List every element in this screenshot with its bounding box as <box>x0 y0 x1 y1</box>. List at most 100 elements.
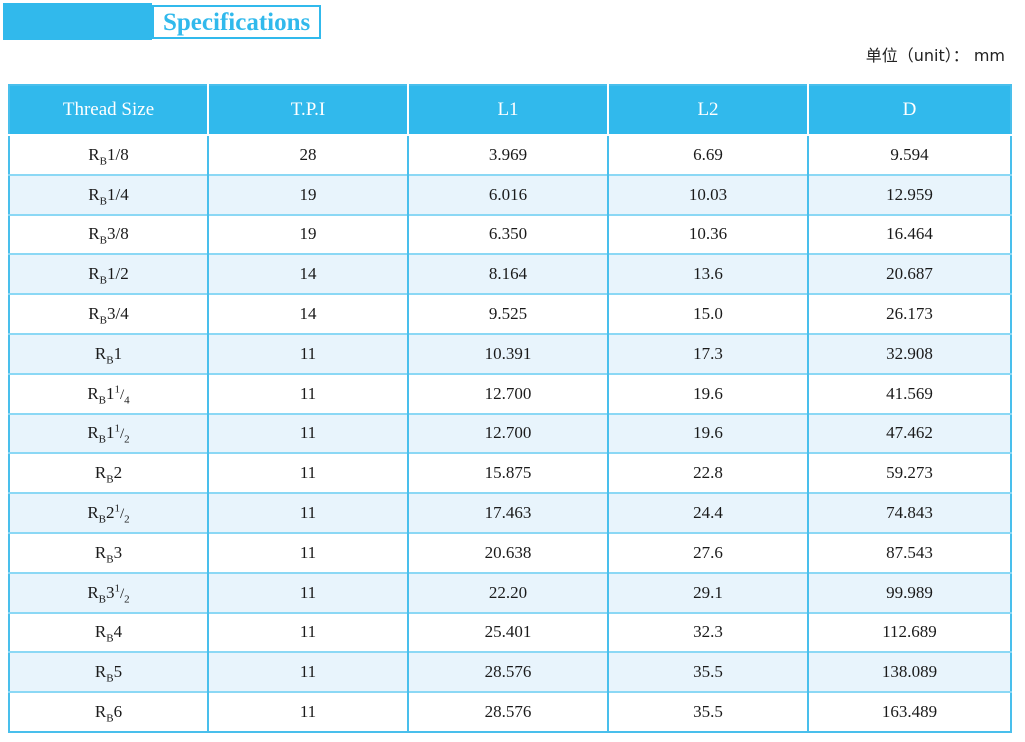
l2-cell: 27.6 <box>607 531 808 573</box>
table-row: RB1 11 10.391 17.3 32.908 <box>9 332 1011 374</box>
thread-size-cell: RB2 <box>9 452 208 494</box>
tpi-cell: 11 <box>207 531 408 573</box>
specifications-table: Thread Size T.P.I L1 L2 D RB1/8 28 3.969 6.… <box>8 84 1012 733</box>
tpi-cell: 11 <box>207 332 408 374</box>
d-cell: 16.464 <box>807 213 1011 255</box>
table-row: RB5 11 28.576 35.5 138.089 <box>9 651 1011 693</box>
column-header-d: D <box>807 85 1011 136</box>
thread-size-cell: RB11/4 <box>9 372 208 414</box>
l2-cell: 35.5 <box>607 651 808 693</box>
l1-cell: 12.700 <box>407 372 608 414</box>
tpi-cell: 14 <box>207 253 408 295</box>
table-row: RB1/4 19 6.016 10.03 12.959 <box>9 173 1011 215</box>
l2-cell: 32.3 <box>607 611 808 653</box>
l2-cell: 29.1 <box>607 571 808 613</box>
column-header-l1: L1 <box>407 85 608 136</box>
thread-size-cell: RB3/4 <box>9 293 208 334</box>
tpi-cell: 11 <box>207 691 408 732</box>
thread-size-cell: RB31/2 <box>9 571 208 613</box>
table-row: RB1/2 14 8.164 13.6 20.687 <box>9 253 1011 295</box>
d-cell: 138.089 <box>807 651 1011 693</box>
tpi-cell: 11 <box>207 571 408 613</box>
d-cell: 41.569 <box>807 372 1011 414</box>
thread-size-cell: RB1/2 <box>9 253 208 295</box>
d-cell: 74.843 <box>807 492 1011 533</box>
table-row: RB11/2 11 12.700 19.6 47.462 <box>9 412 1011 454</box>
table-row: RB1/8 28 3.969 6.69 9.594 <box>9 135 1011 175</box>
thread-size-cell: RB11/2 <box>9 412 208 454</box>
d-cell: 32.908 <box>807 332 1011 374</box>
tpi-cell: 19 <box>207 173 408 215</box>
l2-cell: 35.5 <box>607 691 808 732</box>
d-cell: 47.462 <box>807 412 1011 454</box>
table-body: RB1/8 28 3.969 6.69 9.594 RB1/4 19 6.016 10.03 12… <box>9 135 1011 732</box>
tpi-cell: 14 <box>207 293 408 334</box>
l1-cell: 28.576 <box>407 691 608 732</box>
table-row: RB6 11 28.576 35.5 163.489 <box>9 691 1011 732</box>
d-cell: 163.489 <box>807 691 1011 732</box>
l1-cell: 20.638 <box>407 531 608 573</box>
table-row: RB11/4 11 12.700 19.6 41.569 <box>9 372 1011 414</box>
unit-label: 单位（unit）： mm <box>865 46 1005 65</box>
page-title: Specifications <box>163 8 311 36</box>
tpi-cell: 28 <box>207 135 408 175</box>
d-cell: 9.594 <box>807 135 1011 175</box>
tpi-cell: 11 <box>207 492 408 533</box>
l1-cell: 3.969 <box>407 135 608 175</box>
l2-cell: 15.0 <box>607 293 808 334</box>
l2-cell: 13.6 <box>607 253 808 295</box>
table-row: RB4 11 25.401 32.3 112.689 <box>9 611 1011 653</box>
d-cell: 87.543 <box>807 531 1011 573</box>
l2-cell: 19.6 <box>607 412 808 454</box>
column-header-thread-size: Thread Size <box>9 85 208 136</box>
thread-size-cell: RB1/4 <box>9 173 208 215</box>
title-box: Specifications <box>152 5 322 39</box>
table-row: RB21/2 11 17.463 24.4 74.843 <box>9 492 1011 533</box>
l2-cell: 10.36 <box>607 213 808 255</box>
d-cell: 26.173 <box>807 293 1011 334</box>
l1-cell: 6.350 <box>407 213 608 255</box>
l2-cell: 10.03 <box>607 173 808 215</box>
table-row: RB2 11 15.875 22.8 59.273 <box>9 452 1011 494</box>
l1-cell: 10.391 <box>407 332 608 374</box>
table-row: RB31/2 11 22.20 29.1 99.989 <box>9 571 1011 613</box>
table-row: RB3/8 19 6.350 10.36 16.464 <box>9 213 1011 255</box>
thread-size-cell: RB3/8 <box>9 213 208 255</box>
l2-cell: 17.3 <box>607 332 808 374</box>
column-header-l2: L2 <box>607 85 808 136</box>
l1-cell: 9.525 <box>407 293 608 334</box>
l1-cell: 15.875 <box>407 452 608 494</box>
header-row: Thread Size T.P.I L1 L2 D <box>9 85 1011 136</box>
l2-cell: 24.4 <box>607 492 808 533</box>
l1-cell: 17.463 <box>407 492 608 533</box>
tpi-cell: 11 <box>207 412 408 454</box>
tpi-cell: 11 <box>207 452 408 494</box>
tpi-cell: 19 <box>207 213 408 255</box>
thread-size-cell: RB4 <box>9 611 208 653</box>
d-cell: 59.273 <box>807 452 1011 494</box>
thread-size-cell: RB21/2 <box>9 492 208 533</box>
d-cell: 12.959 <box>807 173 1011 215</box>
l1-cell: 12.700 <box>407 412 608 454</box>
thread-size-cell: RB3 <box>9 531 208 573</box>
column-header-tpi: T.P.I <box>207 85 408 136</box>
l1-cell: 28.576 <box>407 651 608 693</box>
table-row: RB3 11 20.638 27.6 87.543 <box>9 531 1011 573</box>
d-cell: 112.689 <box>807 611 1011 653</box>
tpi-cell: 11 <box>207 651 408 693</box>
l2-cell: 19.6 <box>607 372 808 414</box>
l1-cell: 8.164 <box>407 253 608 295</box>
d-cell: 20.687 <box>807 253 1011 295</box>
l1-cell: 25.401 <box>407 611 608 653</box>
l2-cell: 22.8 <box>607 452 808 494</box>
tpi-cell: 11 <box>207 611 408 653</box>
thread-size-cell: RB1/8 <box>9 135 208 175</box>
title-accent-bar <box>3 3 152 40</box>
l2-cell: 6.69 <box>607 135 808 175</box>
l1-cell: 6.016 <box>407 173 608 215</box>
thread-size-cell: RB6 <box>9 691 208 732</box>
thread-size-cell: RB1 <box>9 332 208 374</box>
table-row: RB3/4 14 9.525 15.0 26.173 <box>9 293 1011 334</box>
d-cell: 99.989 <box>807 571 1011 613</box>
l1-cell: 22.20 <box>407 571 608 613</box>
